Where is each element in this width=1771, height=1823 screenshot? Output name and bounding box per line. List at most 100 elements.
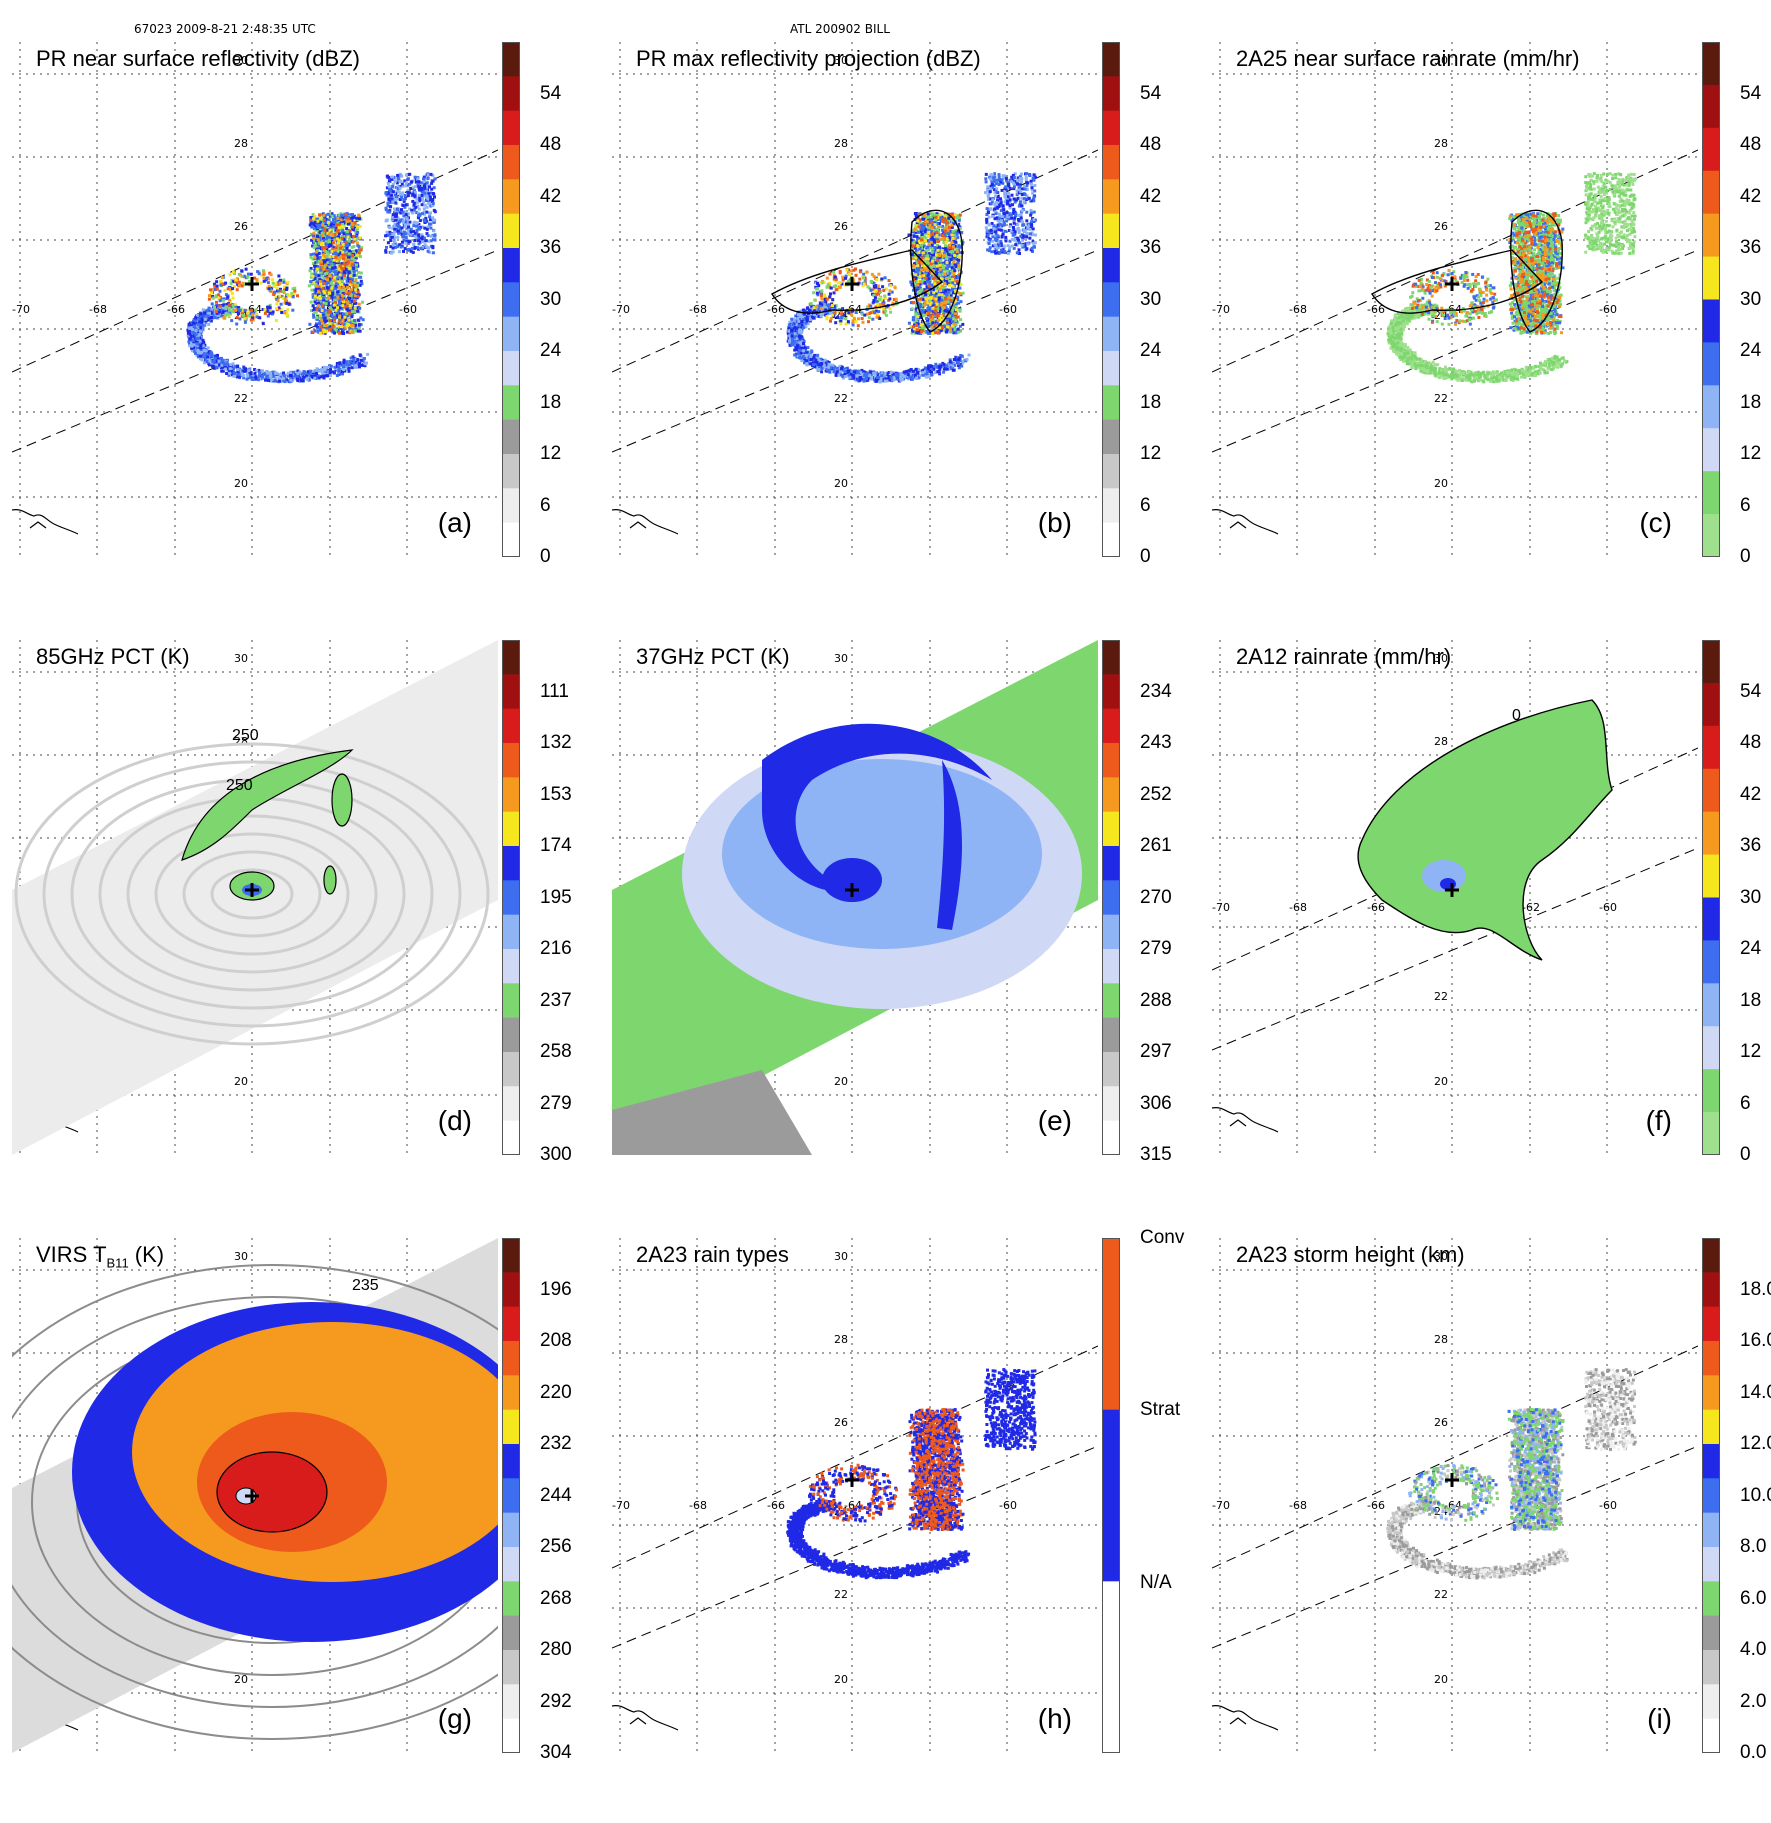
colorbar-segment — [502, 145, 520, 180]
colorbar-segment — [502, 1513, 520, 1548]
colorbar-tick-label: 30 — [1740, 289, 1761, 311]
panel-title: 2A23 storm height (km) — [1236, 1242, 1465, 1268]
colorbar-tick-label: 279 — [1140, 938, 1172, 960]
map-panel: -70-68-66-64-62-60302826242220PR near su… — [12, 42, 592, 627]
panel-tag: (e) — [1038, 1105, 1072, 1137]
colorbar-tick-label: 261 — [1140, 835, 1172, 857]
colorbar-segment — [502, 1086, 520, 1121]
colorbar-tick-label: 288 — [1140, 990, 1172, 1012]
map-panel: -70-68-66-64-62-6030282624222025025085GH… — [12, 640, 592, 1225]
lat-label: 30 — [834, 652, 848, 665]
colorbar-segment — [1702, 1616, 1720, 1651]
orbit-time-label: 67023 2009-8-21 2:48:35 UTC — [134, 22, 316, 36]
lon-label: -66 — [167, 303, 185, 316]
colorbar-segment — [1702, 1478, 1720, 1513]
colorbar-segment — [502, 351, 520, 386]
lat-label: 28 — [1434, 1333, 1448, 1346]
colorbar-segment — [1102, 949, 1120, 984]
colorbar-segment — [1702, 898, 1720, 941]
colorbar-segment — [1702, 1581, 1720, 1616]
colorbar-tick-label: 30 — [1140, 289, 1161, 311]
colorbar-tick-label: 42 — [1740, 784, 1761, 806]
lat-label: 26 — [1434, 1416, 1448, 1429]
colorbar-segment — [502, 76, 520, 111]
colorbar-tick-label: 24 — [540, 340, 561, 362]
lat-lon-grid — [612, 42, 1098, 557]
panel-title: 2A23 rain types — [636, 1242, 789, 1268]
lat-label: 22 — [234, 392, 248, 405]
colorbar-tick-label: 36 — [540, 237, 561, 259]
swath-edge — [612, 150, 1098, 372]
colorbar-segment — [1702, 257, 1720, 300]
lon-label: -60 — [1599, 901, 1617, 914]
lat-label: 20 — [1434, 1673, 1448, 1686]
lon-label: -68 — [689, 303, 707, 316]
lat-label: 20 — [834, 1075, 848, 1088]
colorbar-tick-label: 280 — [540, 1639, 572, 1661]
colorbar-segment — [502, 915, 520, 950]
swath-edge — [1212, 150, 1698, 372]
colorbar-segment — [1102, 248, 1120, 283]
colorbar-tick-label: 208 — [540, 1330, 572, 1352]
colorbar-segment — [502, 1375, 520, 1410]
colorbar-tick-label: 0 — [1140, 546, 1151, 568]
lat-label: 28 — [834, 1333, 848, 1346]
lon-label: -60 — [1599, 303, 1617, 316]
colorbar — [1702, 640, 1726, 1155]
colorbar-tick-label: 54 — [1740, 681, 1761, 703]
map-canvas: -70-68-66-64-62-60302826242220250250 — [12, 640, 498, 1155]
colorbar-tick-label: 16.0 — [1740, 1330, 1771, 1352]
colorbar-segment — [502, 812, 520, 847]
colorbar-segment — [1702, 42, 1720, 85]
colorbar-segment — [1702, 769, 1720, 812]
colorbar-segment — [1702, 812, 1720, 855]
colorbar-segment — [1102, 674, 1120, 709]
lat-label: 26 — [1434, 220, 1448, 233]
lat-label: 28 — [1434, 735, 1448, 748]
contour-label: 0 — [1512, 707, 1521, 724]
colorbar-segment — [1702, 1684, 1720, 1719]
colorbar-segment — [1702, 940, 1720, 983]
colorbar-segment — [502, 949, 520, 984]
lat-label: 26 — [834, 1416, 848, 1429]
colorbar-segment — [1102, 983, 1120, 1018]
colorbar-segment — [1702, 1238, 1720, 1273]
precip-field — [808, 1464, 898, 1523]
panel-title: PR near surface reflectivity (dBZ) — [36, 46, 360, 72]
colorbar-segment — [1102, 488, 1120, 523]
colorbar-segment — [502, 1307, 520, 1342]
colorbar — [502, 1238, 526, 1753]
lon-label: -68 — [1289, 303, 1307, 316]
map-panel: -70-68-66-64-62-6030282624222002A12 rain… — [1212, 640, 1771, 1225]
swath-edge — [612, 250, 1098, 452]
colorbar-segment — [1102, 317, 1120, 352]
colorbar-tick-label: 6 — [1740, 1093, 1751, 1115]
colorbar-segment — [502, 1684, 520, 1719]
colorbar-tick-label: 297 — [1140, 1041, 1172, 1063]
colorbar-segment — [1702, 1307, 1720, 1342]
colorbar-tick-label: 216 — [540, 938, 572, 960]
colorbar-tick-label: 48 — [540, 134, 561, 156]
colorbar-tick-label: 2.0 — [1740, 1691, 1766, 1713]
panel-title: 85GHz PCT (K) — [36, 644, 190, 670]
panel-tag: (g) — [438, 1703, 472, 1735]
panel-title: 2A25 near surface rainrate (mm/hr) — [1236, 46, 1580, 72]
lat-label: 28 — [834, 137, 848, 150]
colorbar — [502, 640, 526, 1155]
colorbar-tick-label: 30 — [1740, 887, 1761, 909]
colorbar-segment — [1102, 880, 1120, 915]
lon-label: -68 — [1289, 901, 1307, 914]
colorbar-segment — [1702, 640, 1720, 683]
colorbar-tick-label: 14.0 — [1740, 1382, 1771, 1404]
lat-label: 22 — [1434, 392, 1448, 405]
colorbar-tick-label: 48 — [1140, 134, 1161, 156]
colorbar-segment — [1102, 846, 1120, 881]
colorbar-segment — [502, 1547, 520, 1582]
colorbar-tick-label: 6 — [540, 495, 551, 517]
colorbar-tick-label: 18.0 — [1740, 1279, 1771, 1301]
colorbar-segment — [1702, 1375, 1720, 1410]
